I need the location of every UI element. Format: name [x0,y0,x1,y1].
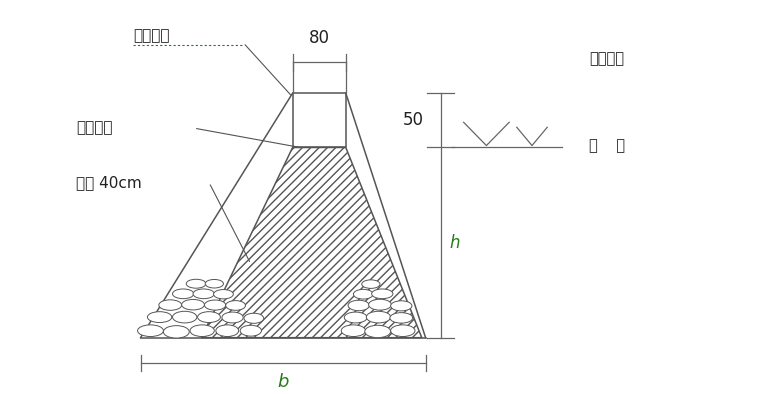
Ellipse shape [190,325,214,336]
Ellipse shape [240,325,261,336]
Text: 防渗心墙: 防渗心墙 [76,121,112,136]
Ellipse shape [159,300,182,310]
Ellipse shape [186,279,206,288]
Ellipse shape [193,289,214,299]
Ellipse shape [390,313,413,323]
Ellipse shape [222,312,243,323]
Text: 50: 50 [403,112,424,129]
Text: 宽度 40cm: 宽度 40cm [76,175,142,190]
Ellipse shape [366,311,391,323]
Ellipse shape [369,299,391,310]
Ellipse shape [372,289,393,299]
Text: 草包叠排: 草包叠排 [133,28,169,43]
Ellipse shape [391,325,415,336]
Text: h: h [450,234,461,252]
Text: 80: 80 [309,29,330,46]
Ellipse shape [244,313,264,323]
Text: b: b [277,373,289,390]
Ellipse shape [391,301,412,311]
Ellipse shape [182,299,204,310]
Ellipse shape [353,289,373,299]
Ellipse shape [205,279,223,288]
Ellipse shape [226,301,245,310]
Ellipse shape [344,312,367,323]
Ellipse shape [204,300,226,310]
Ellipse shape [138,325,163,336]
Ellipse shape [173,311,197,323]
Ellipse shape [216,325,239,336]
Ellipse shape [348,300,369,311]
Ellipse shape [173,289,194,299]
Ellipse shape [147,312,172,323]
Ellipse shape [362,280,380,288]
Text: 围堰顶高: 围堰顶高 [589,51,624,66]
Ellipse shape [163,326,189,338]
Text: 水    位: 水 位 [589,138,625,153]
Ellipse shape [341,325,366,336]
Ellipse shape [214,290,233,299]
Ellipse shape [365,325,391,338]
Ellipse shape [198,312,220,323]
